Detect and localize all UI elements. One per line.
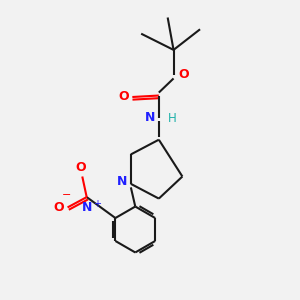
Text: N: N (117, 175, 127, 188)
Text: O: O (118, 91, 129, 103)
Text: N: N (82, 201, 92, 214)
Text: O: O (179, 68, 190, 81)
Text: −: − (61, 190, 71, 200)
Text: O: O (76, 160, 86, 174)
Text: +: + (93, 199, 101, 208)
Text: N: N (145, 111, 155, 124)
Text: O: O (53, 201, 64, 214)
Text: H: H (168, 112, 176, 125)
